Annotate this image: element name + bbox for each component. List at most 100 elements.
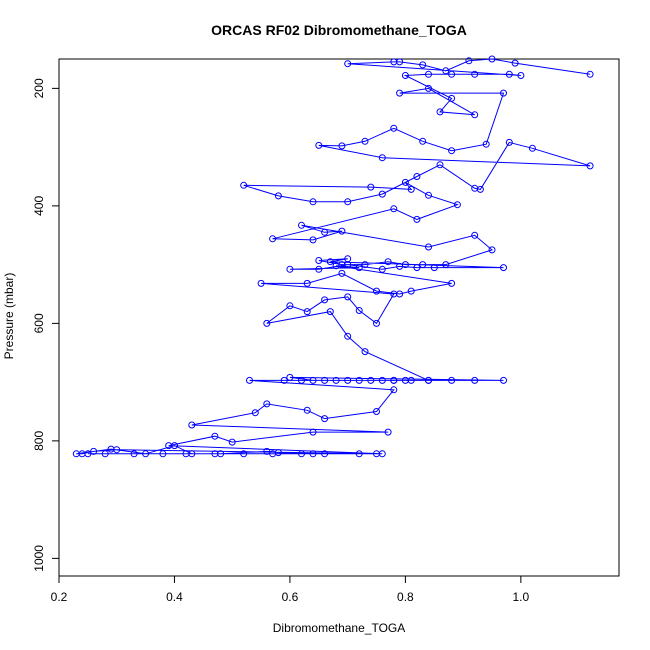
- data-point: [321, 228, 329, 236]
- data-point: [407, 287, 415, 295]
- plot-frame: [58, 58, 620, 577]
- data-point: [378, 376, 386, 384]
- data-point: [338, 227, 346, 235]
- data-point: [298, 450, 305, 458]
- data-point: [188, 421, 196, 429]
- data-point: [355, 264, 363, 272]
- data-point: [448, 147, 456, 155]
- data-point: [413, 264, 421, 272]
- data-point: [373, 287, 380, 295]
- data-point: [471, 70, 479, 78]
- data-point: [309, 376, 317, 384]
- data-point: [384, 258, 392, 266]
- data-point: [401, 261, 409, 269]
- data-point: [425, 84, 432, 92]
- data-point: [263, 319, 271, 327]
- data-point: [298, 221, 305, 229]
- data-point: [321, 296, 329, 304]
- data-point: [425, 191, 432, 199]
- data-point: [500, 89, 507, 97]
- data-point: [315, 257, 323, 264]
- data-point: [390, 124, 398, 132]
- y-tick-label: 200: [32, 78, 46, 98]
- data-point: [355, 307, 363, 314]
- data-point: [315, 141, 323, 149]
- data-point: [471, 231, 479, 239]
- data-point: [488, 246, 496, 254]
- data-point: [165, 442, 173, 450]
- x-tick-label: 0.8: [397, 590, 414, 604]
- data-point: [344, 332, 352, 340]
- data-point: [344, 376, 352, 384]
- data-point: [303, 279, 311, 287]
- data-point: [286, 302, 294, 310]
- data-point: [453, 201, 461, 209]
- data-point: [419, 137, 427, 145]
- data-point: [361, 137, 369, 145]
- data-point: [217, 450, 225, 458]
- data-point: [419, 61, 427, 69]
- data-point: [309, 236, 317, 244]
- y-tick-label: 400: [32, 196, 46, 216]
- data-point: [142, 450, 150, 458]
- data-point: [321, 450, 329, 458]
- data-point: [396, 89, 404, 97]
- data-point: [442, 67, 450, 75]
- data-point: [396, 58, 404, 66]
- data-point: [401, 178, 409, 186]
- y-axis: 200 400 600 800 1000: [32, 78, 59, 572]
- data-point: [303, 406, 311, 414]
- data-point: [251, 409, 259, 417]
- data-point: [448, 70, 456, 78]
- data-point: [471, 111, 479, 119]
- data-point: [321, 376, 329, 384]
- x-tick-label: 0.2: [51, 590, 68, 604]
- y-axis-label: Pressure (mbar): [2, 273, 16, 360]
- data-point: [401, 72, 409, 79]
- data-point: [390, 386, 398, 394]
- data-point: [378, 190, 386, 198]
- data-point: [505, 138, 513, 146]
- data-point: [425, 243, 432, 251]
- data-point: [425, 70, 432, 78]
- data-point: [274, 449, 282, 457]
- data-point: [500, 264, 507, 272]
- data-point: [355, 376, 363, 384]
- data-point: [448, 94, 456, 102]
- data-point: [188, 450, 196, 458]
- data-point: [390, 376, 398, 384]
- data-point: [373, 408, 380, 415]
- data-point: [159, 450, 167, 458]
- data-point: [211, 432, 219, 440]
- data-point: [430, 264, 438, 272]
- y-tick-label: 1000: [32, 545, 46, 572]
- data-point: [442, 261, 450, 269]
- data-point: [228, 438, 236, 446]
- data-point: [309, 198, 317, 206]
- data-point: [344, 255, 352, 263]
- x-axis: 0.2 0.4 0.6 0.8 1.0: [51, 576, 530, 604]
- x-tick-label: 1.0: [513, 590, 530, 604]
- data-point: [367, 376, 375, 384]
- data-point: [436, 108, 444, 116]
- data-point: [373, 319, 380, 327]
- data-point: [72, 450, 80, 458]
- data-point: [286, 265, 294, 273]
- data-point: [90, 447, 98, 455]
- data-point: [396, 290, 404, 298]
- data-point: [378, 154, 386, 162]
- y-tick-label: 600: [32, 313, 46, 333]
- data-point: [321, 415, 329, 423]
- data-point: [269, 235, 277, 243]
- data-point: [482, 140, 490, 148]
- data-point: [413, 173, 421, 180]
- data-point: [338, 269, 346, 277]
- data-point: [471, 376, 479, 384]
- data-point: [361, 348, 369, 356]
- data-point: [419, 261, 427, 269]
- data-point: [326, 258, 334, 266]
- data-point: [286, 373, 294, 381]
- data-point: [407, 185, 415, 193]
- data-point: [488, 55, 496, 63]
